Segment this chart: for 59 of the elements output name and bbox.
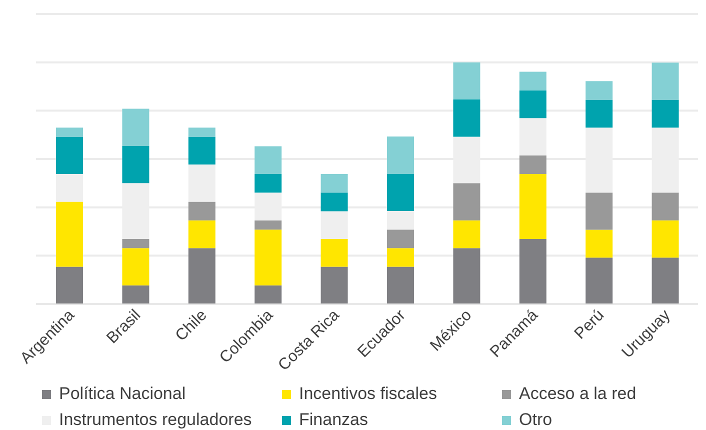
bar	[320, 266, 348, 304]
bar	[586, 192, 613, 230]
bar	[188, 248, 216, 304]
bar	[586, 258, 613, 304]
bar	[56, 174, 83, 202]
bar	[254, 174, 282, 193]
bar	[254, 220, 282, 230]
bar	[519, 174, 546, 239]
bar	[387, 230, 414, 248]
bar	[453, 248, 480, 304]
bar	[387, 248, 414, 267]
bar	[56, 202, 83, 267]
bar	[188, 164, 216, 202]
bar	[519, 238, 546, 304]
bar	[453, 100, 480, 137]
bar	[519, 118, 546, 156]
bar	[387, 266, 414, 304]
bar	[122, 285, 150, 304]
bar	[652, 62, 679, 100]
bar	[519, 155, 546, 174]
bar	[188, 220, 216, 248]
bar	[519, 72, 546, 90]
bar	[188, 136, 216, 165]
bar	[652, 192, 679, 220]
bar	[586, 230, 613, 258]
bar	[320, 192, 348, 212]
bar	[652, 100, 679, 128]
bar	[586, 100, 613, 128]
bar	[519, 90, 546, 118]
legend-label: Instrumentos reguladores	[59, 410, 252, 430]
bar	[254, 146, 282, 174]
bar	[453, 183, 480, 220]
bar	[453, 62, 480, 100]
bar	[254, 230, 282, 286]
legend-label: Otro	[519, 410, 552, 430]
legend-label: Acceso a la red	[519, 384, 636, 404]
bar	[254, 285, 282, 304]
bar	[122, 108, 150, 146]
bar	[188, 202, 216, 220]
bar	[387, 210, 414, 230]
bar	[652, 220, 679, 258]
bar	[56, 128, 83, 137]
bar	[320, 211, 348, 239]
bar	[56, 266, 83, 304]
bar	[56, 136, 83, 174]
legend-label: Incentivos fiscales	[299, 384, 437, 404]
bar	[320, 174, 348, 193]
bar	[122, 238, 150, 248]
legend-label: Finanzas	[299, 410, 368, 430]
bar	[320, 238, 348, 267]
bar	[122, 146, 150, 184]
bar	[652, 258, 679, 304]
bar	[122, 248, 150, 286]
bar	[188, 128, 216, 137]
bar	[453, 220, 480, 248]
bar	[387, 174, 414, 211]
bar	[586, 81, 613, 100]
bar	[387, 136, 414, 174]
legend-label: Política Nacional	[59, 384, 186, 404]
